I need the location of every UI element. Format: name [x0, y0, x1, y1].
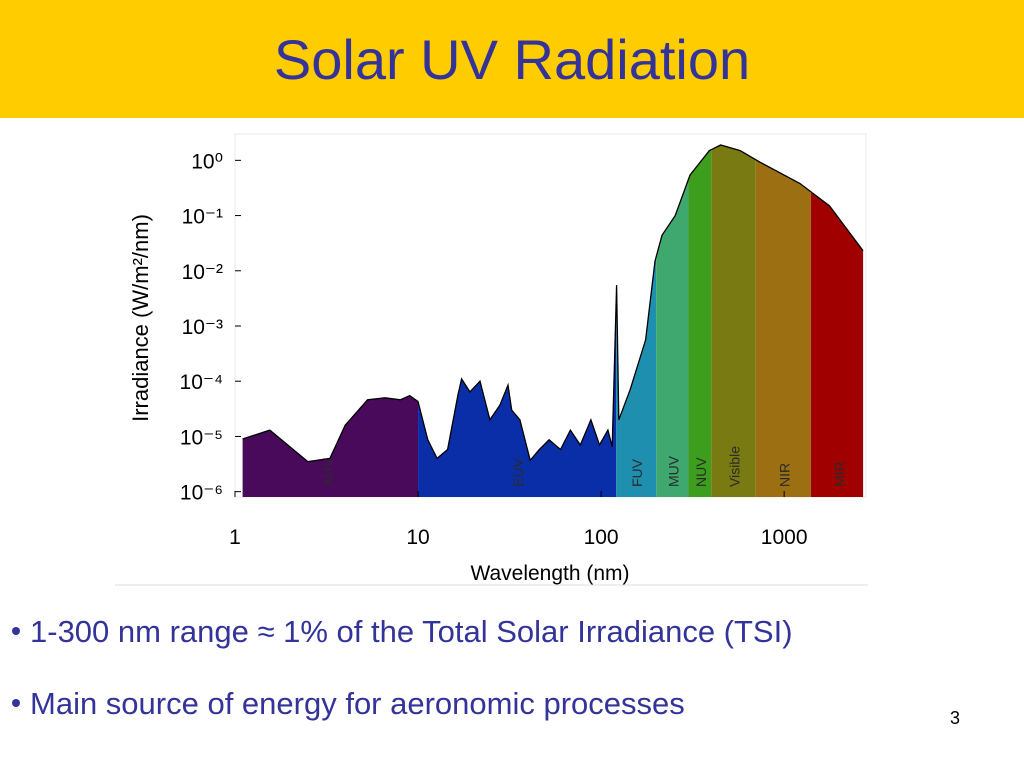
x-tick-label: 10 — [406, 526, 429, 549]
x-tick-label: 1000 — [761, 526, 808, 549]
irradiance-line — [242, 144, 864, 463]
y-tick-label: 10⁻³ — [182, 316, 223, 339]
band-fill — [711, 145, 756, 497]
band-fill — [755, 145, 811, 497]
band-fill — [418, 145, 617, 497]
header-bar — [0, 0, 1024, 118]
band-fill — [656, 145, 689, 497]
band-fill — [810, 145, 864, 497]
bullet-dot — [12, 626, 20, 635]
band-label: FUV — [629, 458, 645, 487]
y-tick-label: 10⁻⁵ — [180, 426, 223, 449]
band-label: NUV — [693, 457, 709, 487]
band-fill — [616, 145, 657, 497]
y-tick-label: 10⁻⁶ — [180, 482, 223, 505]
slide-title: Solar UV Radiation — [273, 28, 751, 91]
band-label: MIR — [831, 461, 847, 487]
y-axis-label: Irradiance (W/m²/nm) — [128, 214, 153, 422]
y-tick-label: 10⁰ — [191, 150, 223, 173]
x-tick-label: 100 — [584, 526, 619, 549]
band-fill — [688, 145, 712, 497]
bullet-text: 1-300 nm range ≈ 1% of the Total Solar I… — [30, 614, 793, 649]
band-label: MUV — [665, 455, 681, 487]
band-fill — [242, 145, 419, 497]
y-tick-label: 10⁻² — [182, 261, 223, 284]
bullet-dot — [12, 698, 20, 707]
bullet-text: Main source of energy for aeronomic proc… — [30, 686, 685, 721]
bullet: 1-300 nm range ≈ 1% of the Total Solar I… — [12, 614, 793, 650]
band-label: Visible — [727, 446, 743, 487]
bullet: Main source of energy for aeronomic proc… — [12, 686, 685, 722]
x-tick-label: 1 — [229, 526, 241, 549]
x-axis-label: Wavelength (nm) — [470, 562, 629, 585]
band-label: XUV — [320, 458, 336, 487]
y-tick-label: 10⁻⁴ — [180, 371, 223, 394]
y-tick-label: 10⁻¹ — [182, 206, 223, 229]
page-number: 3 — [950, 708, 961, 728]
band-label: NIR — [776, 463, 792, 487]
band-label: EUV — [510, 458, 526, 487]
